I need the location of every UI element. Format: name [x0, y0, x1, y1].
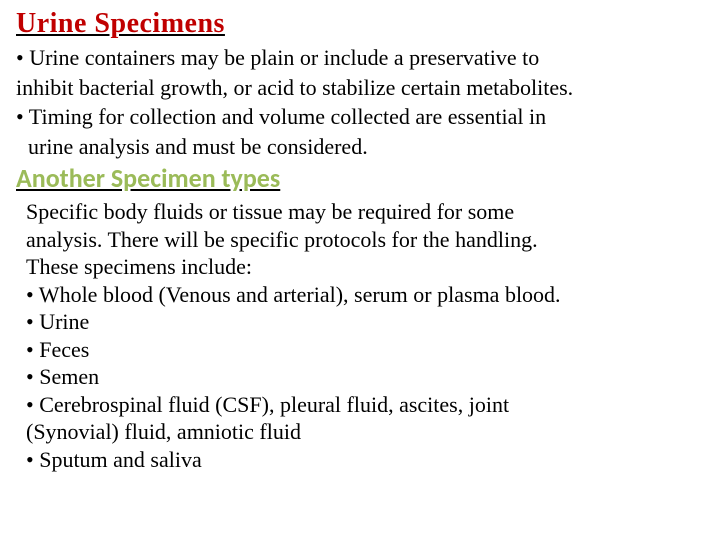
intro-line-1: Specific body fluids or tissue may be re… — [16, 198, 704, 226]
intro-line-3: These specimens include: — [16, 253, 704, 281]
specimen-item-6: • Sputum and saliva — [16, 446, 704, 474]
section-1-content: • Urine containers may be plain or inclu… — [16, 44, 704, 160]
urine-specimens-heading: Urine Specimens — [16, 8, 704, 40]
specimen-item-1: • Whole blood (Venous and arterial), ser… — [16, 281, 704, 309]
specimen-item-5-line-1: • Cerebrospinal fluid (CSF), pleural flu… — [16, 391, 704, 419]
specimen-item-2: • Urine — [16, 308, 704, 336]
bullet-1-line-1: • Urine containers may be plain or inclu… — [16, 44, 704, 72]
specimen-item-5-line-2: (Synovial) fluid, amniotic fluid — [16, 418, 704, 446]
bullet-2-line-1: • Timing for collection and volume colle… — [16, 103, 704, 131]
intro-line-2: analysis. There will be specific protoco… — [16, 226, 704, 254]
another-specimen-types-heading: Another Specimen types — [16, 162, 704, 194]
specimen-item-3: • Feces — [16, 336, 704, 364]
specimen-item-4: • Semen — [16, 363, 704, 391]
section-2-content: Specific body fluids or tissue may be re… — [16, 198, 704, 473]
bullet-1-line-2: inhibit bacterial growth, or acid to sta… — [16, 74, 704, 102]
bullet-2-line-2: urine analysis and must be considered. — [16, 133, 704, 161]
